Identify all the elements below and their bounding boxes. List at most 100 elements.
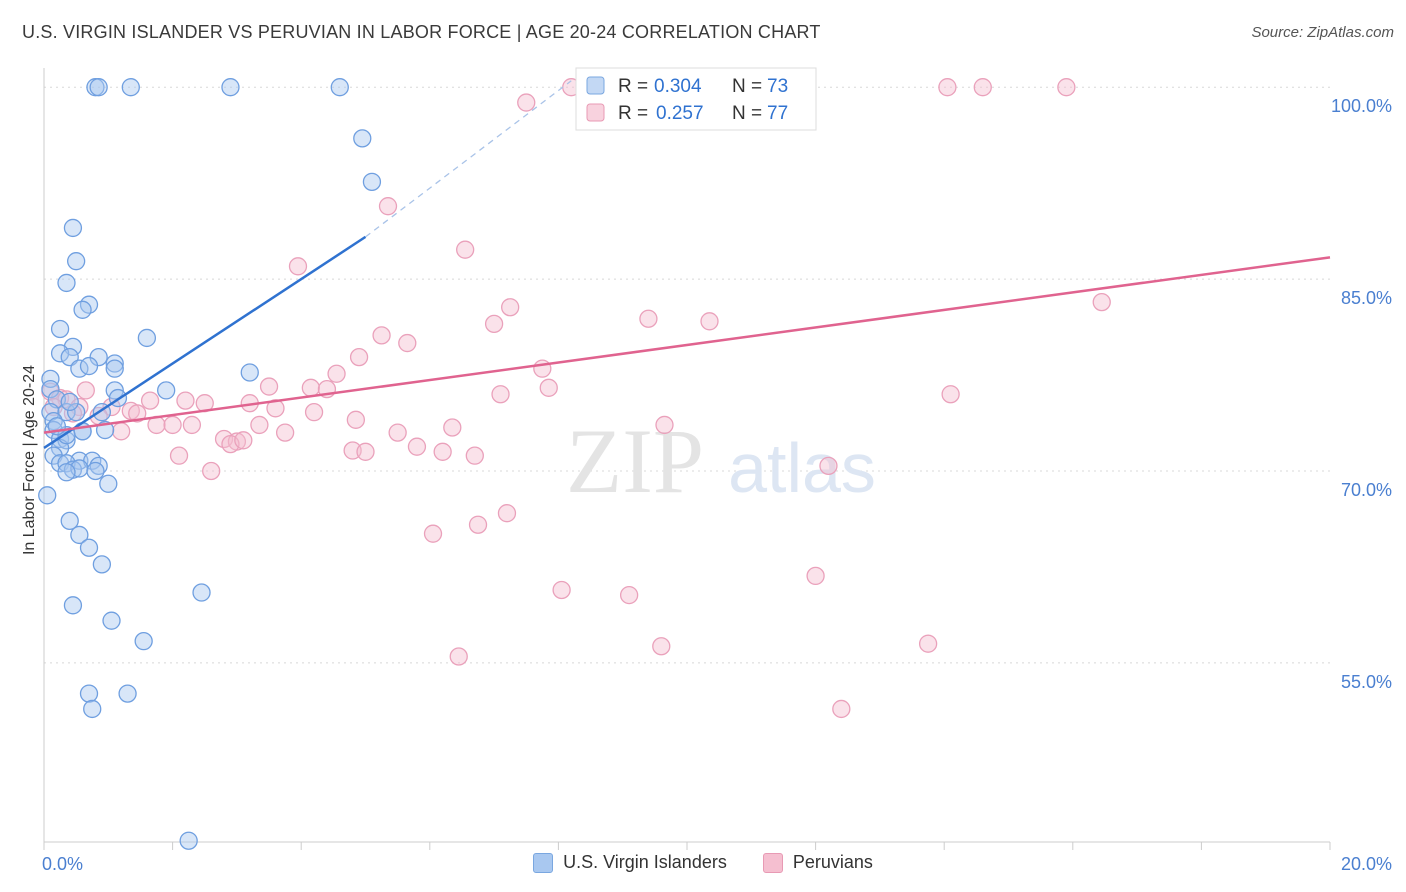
peruvians-point-42 xyxy=(304,402,324,422)
virgin-islanders-point-18 xyxy=(105,354,124,373)
peruvians-point-9 xyxy=(378,197,398,216)
legend-item-peruvians[interactable]: Peruvians xyxy=(762,852,873,873)
legend-r-value-blue: 0.304 xyxy=(654,76,702,97)
peruvians-point-14 xyxy=(639,309,658,328)
peruvians-point-43 xyxy=(346,410,366,429)
peruvians-trend-line xyxy=(43,256,1331,434)
virgin-islanders-point-23 xyxy=(41,369,60,389)
peruvians-point-7 xyxy=(1057,78,1076,97)
virgin-islanders-point-9 xyxy=(57,273,76,293)
peruvians-point-10 xyxy=(456,240,475,259)
virgin-islanders-point-31 xyxy=(67,402,86,422)
peruvians-point-26 xyxy=(491,385,510,404)
legend-label-peruvians: Peruvians xyxy=(792,852,873,872)
peruvians-point-60 xyxy=(433,442,452,461)
peruvians-point-67 xyxy=(423,524,443,543)
watermark: ZIP atlas xyxy=(566,410,876,512)
axes xyxy=(43,68,1331,850)
peruvians-point-56 xyxy=(234,431,253,450)
peruvians-point-69 xyxy=(552,580,571,600)
legend-swatch-peruvians xyxy=(762,852,783,873)
peruvians-point-45 xyxy=(163,415,182,435)
peruvians-point-64 xyxy=(819,456,838,476)
legend-swatch-virgin-islanders xyxy=(533,852,554,873)
series-legend: U.S. Virgin Islanders Peruvians xyxy=(0,852,1406,873)
virgin-islanders-point-61 xyxy=(118,684,137,703)
y-tick-label-0: 100.0% xyxy=(1331,96,1392,116)
peruvians-point-6 xyxy=(973,78,992,97)
peruvians-point-25 xyxy=(539,378,558,397)
legend-swatch-blue xyxy=(586,76,605,95)
virgin-islanders-point-50 xyxy=(99,474,118,493)
virgin-islanders-point-56 xyxy=(192,583,211,602)
chart-title: U.S. VIRGIN ISLANDER VS PERUVIAN IN LABO… xyxy=(22,22,821,42)
legend-r-label-blue: R = xyxy=(618,76,648,97)
peruvians-point-57 xyxy=(407,437,427,456)
virgin-islanders-point-30 xyxy=(57,402,76,422)
virgin-islanders-point-7 xyxy=(63,218,83,238)
legend-item-virgin-islanders[interactable]: U.S. Virgin Islanders xyxy=(533,852,727,873)
peruvians-point-59 xyxy=(356,442,375,461)
legend-swatch-pink xyxy=(586,103,605,122)
peruvians-point-49 xyxy=(655,415,674,435)
peruvians-point-33 xyxy=(176,391,195,410)
peruvians-point-71 xyxy=(449,647,468,666)
peruvians-point-63 xyxy=(202,461,221,481)
virgin-islanders-point-66 xyxy=(60,392,79,412)
source-credit: Source: ZipAtlas.com xyxy=(1251,24,1394,41)
peruvians-point-16 xyxy=(1092,292,1111,312)
x-tick-label-min: 0.0% xyxy=(42,854,83,874)
virgin-islanders-trend-line xyxy=(43,235,367,450)
trend-lines xyxy=(43,80,1331,450)
virgin-islanders-point-4 xyxy=(330,78,349,97)
peruvians-points xyxy=(41,78,1111,719)
peruvians-point-70 xyxy=(619,585,639,605)
virgin-islanders-point-63 xyxy=(179,831,198,850)
virgin-islanders-point-53 xyxy=(70,525,89,545)
peruvians-point-19 xyxy=(349,347,369,367)
legend-n-value-pink: 77 xyxy=(767,103,788,124)
virgin-islanders-points xyxy=(38,78,382,850)
virgin-islanders-point-21 xyxy=(105,359,124,378)
virgin-islanders-point-1 xyxy=(89,78,108,97)
legend-n-label-blue: N = xyxy=(732,76,762,97)
peruvians-point-32 xyxy=(140,391,160,410)
peruvians-point-15 xyxy=(700,312,719,331)
virgin-islanders-trend-extension xyxy=(365,80,572,238)
virgin-islanders-point-3 xyxy=(221,78,240,97)
virgin-islanders-point-52 xyxy=(60,511,79,531)
peruvians-point-23 xyxy=(301,378,320,397)
peruvians-point-74 xyxy=(832,699,851,719)
legend-label-virgin-islanders: U.S. Virgin Islanders xyxy=(563,852,727,872)
peruvians-point-66 xyxy=(468,515,488,534)
virgin-islanders-point-5 xyxy=(353,129,372,148)
virgin-islanders-point-51 xyxy=(38,486,57,505)
peruvians-point-8 xyxy=(517,93,536,112)
virgin-islanders-point-13 xyxy=(137,328,157,348)
virgin-islanders-point-22 xyxy=(240,363,259,382)
correlation-legend: R = 0.304 N = 73 R = 0.257 N = 77 xyxy=(575,67,817,131)
virgin-islanders-point-48 xyxy=(86,461,105,481)
peruvians-point-18 xyxy=(398,333,417,353)
legend-n-label-pink: N = xyxy=(732,103,762,124)
virgin-islanders-point-55 xyxy=(92,555,112,574)
y-tick-label-3: 55.0% xyxy=(1341,672,1392,692)
peruvians-point-47 xyxy=(250,415,269,435)
virgin-islanders-point-47 xyxy=(89,456,108,476)
virgin-islanders-point-54 xyxy=(79,538,99,557)
virgin-islanders-point-8 xyxy=(67,252,86,271)
virgin-islanders-point-57 xyxy=(63,596,83,615)
peruvians-point-13 xyxy=(484,314,504,334)
peruvians-point-21 xyxy=(327,364,346,383)
peruvians-point-72 xyxy=(652,637,671,656)
virgin-islanders-point-58 xyxy=(102,611,121,630)
virgin-islanders-point-11 xyxy=(73,300,92,319)
peruvians-point-52 xyxy=(388,423,407,442)
peruvians-point-48 xyxy=(443,418,462,437)
peruvians-point-17 xyxy=(372,326,391,345)
virgin-islanders-point-6 xyxy=(362,172,382,192)
peruvians-point-50 xyxy=(112,422,131,441)
legend-n-value-blue: 73 xyxy=(767,76,788,97)
legend-r-label-pink: R = xyxy=(618,103,648,124)
